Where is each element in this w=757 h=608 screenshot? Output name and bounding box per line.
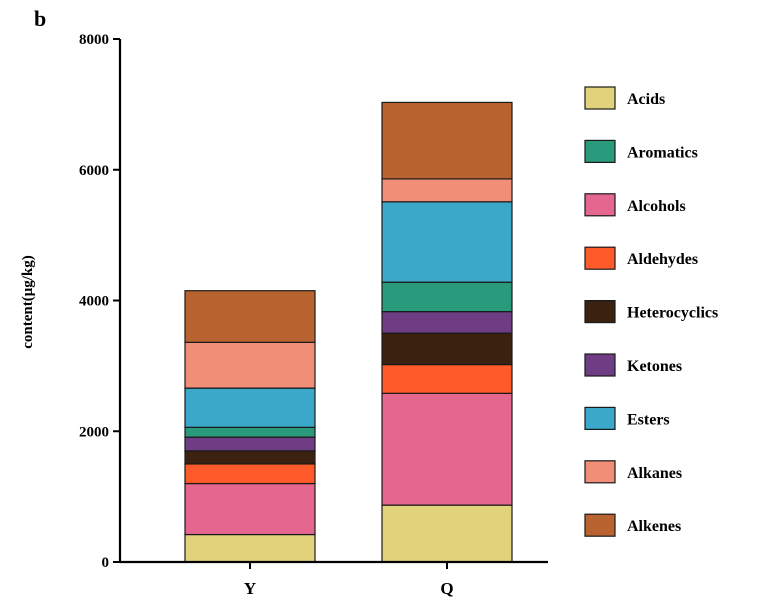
bar-segment-q-ketones (381, 311, 513, 334)
legend-swatch-acids (584, 86, 616, 110)
bar-segment-y-acids (184, 533, 316, 563)
legend-label-esters: Esters (627, 411, 670, 428)
legend-swatch-alkenes (584, 513, 616, 537)
y-tick-label-6000: 6000 (79, 163, 109, 179)
legend-swatch-alkanes (584, 460, 616, 484)
legend-swatch-aromatics (584, 139, 616, 163)
axes-layer: 0 2000 4000 6000 8000 Y Q (79, 32, 548, 598)
bar-segment-y-esters (184, 387, 316, 428)
bar-segment-q-alkanes (381, 178, 513, 203)
legend-label-heterocyclics: Heterocyclics (627, 305, 718, 322)
bar-segment-y-aldehydes (184, 463, 316, 485)
y-tick-label-4000: 4000 (79, 294, 109, 310)
y-axis-label: content(μg/kg) (20, 255, 36, 349)
bar-segment-y-heterocyclics (184, 450, 316, 465)
legend-label-acids: Acids (627, 91, 665, 108)
legend-label-ketones: Ketones (627, 358, 682, 375)
legend-swatch-ketones (584, 353, 616, 377)
y-tick-label-8000: 8000 (79, 32, 109, 48)
bar-segment-q-alkenes (381, 101, 513, 180)
legend-label-aromatics: Aromatics (627, 144, 698, 161)
bar-segment-q-aromatics (381, 281, 513, 313)
legend: Acids Aromatics Alcohols Aldehydes Heterocyc… (584, 86, 718, 537)
x-tick-label-y: Y (244, 579, 256, 598)
bar-segment-y-aromatics (184, 426, 316, 438)
bar-segment-y-alcohols (184, 482, 316, 536)
bar-segment-y-alkanes (184, 341, 316, 389)
legend-swatch-esters (584, 406, 616, 430)
bar-segment-q-aldehydes (381, 363, 513, 394)
y-tick-label-0: 0 (102, 555, 110, 571)
bar-segment-y-alkenes (184, 290, 316, 343)
legend-swatch-heterocyclics (584, 300, 616, 324)
bar-segment-y-ketones (184, 436, 316, 452)
legend-label-alkanes: Alkanes (627, 465, 682, 482)
legend-label-alcohols: Alcohols (627, 198, 686, 215)
bars-layer (184, 101, 513, 563)
bar-segment-q-acids (381, 504, 513, 563)
legend-swatch-aldehydes (584, 246, 616, 270)
panel-label: b (34, 6, 46, 31)
legend-swatch-alcohols (584, 193, 616, 217)
bar-segment-q-esters (381, 201, 513, 283)
bar-segment-q-alcohols (381, 392, 513, 506)
legend-label-aldehydes: Aldehydes (627, 251, 698, 268)
x-tick-label-q: Q (440, 579, 453, 598)
bar-segment-q-heterocyclics (381, 332, 513, 366)
y-tick-label-2000: 2000 (79, 424, 109, 440)
legend-label-alkenes: Alkenes (627, 518, 681, 535)
